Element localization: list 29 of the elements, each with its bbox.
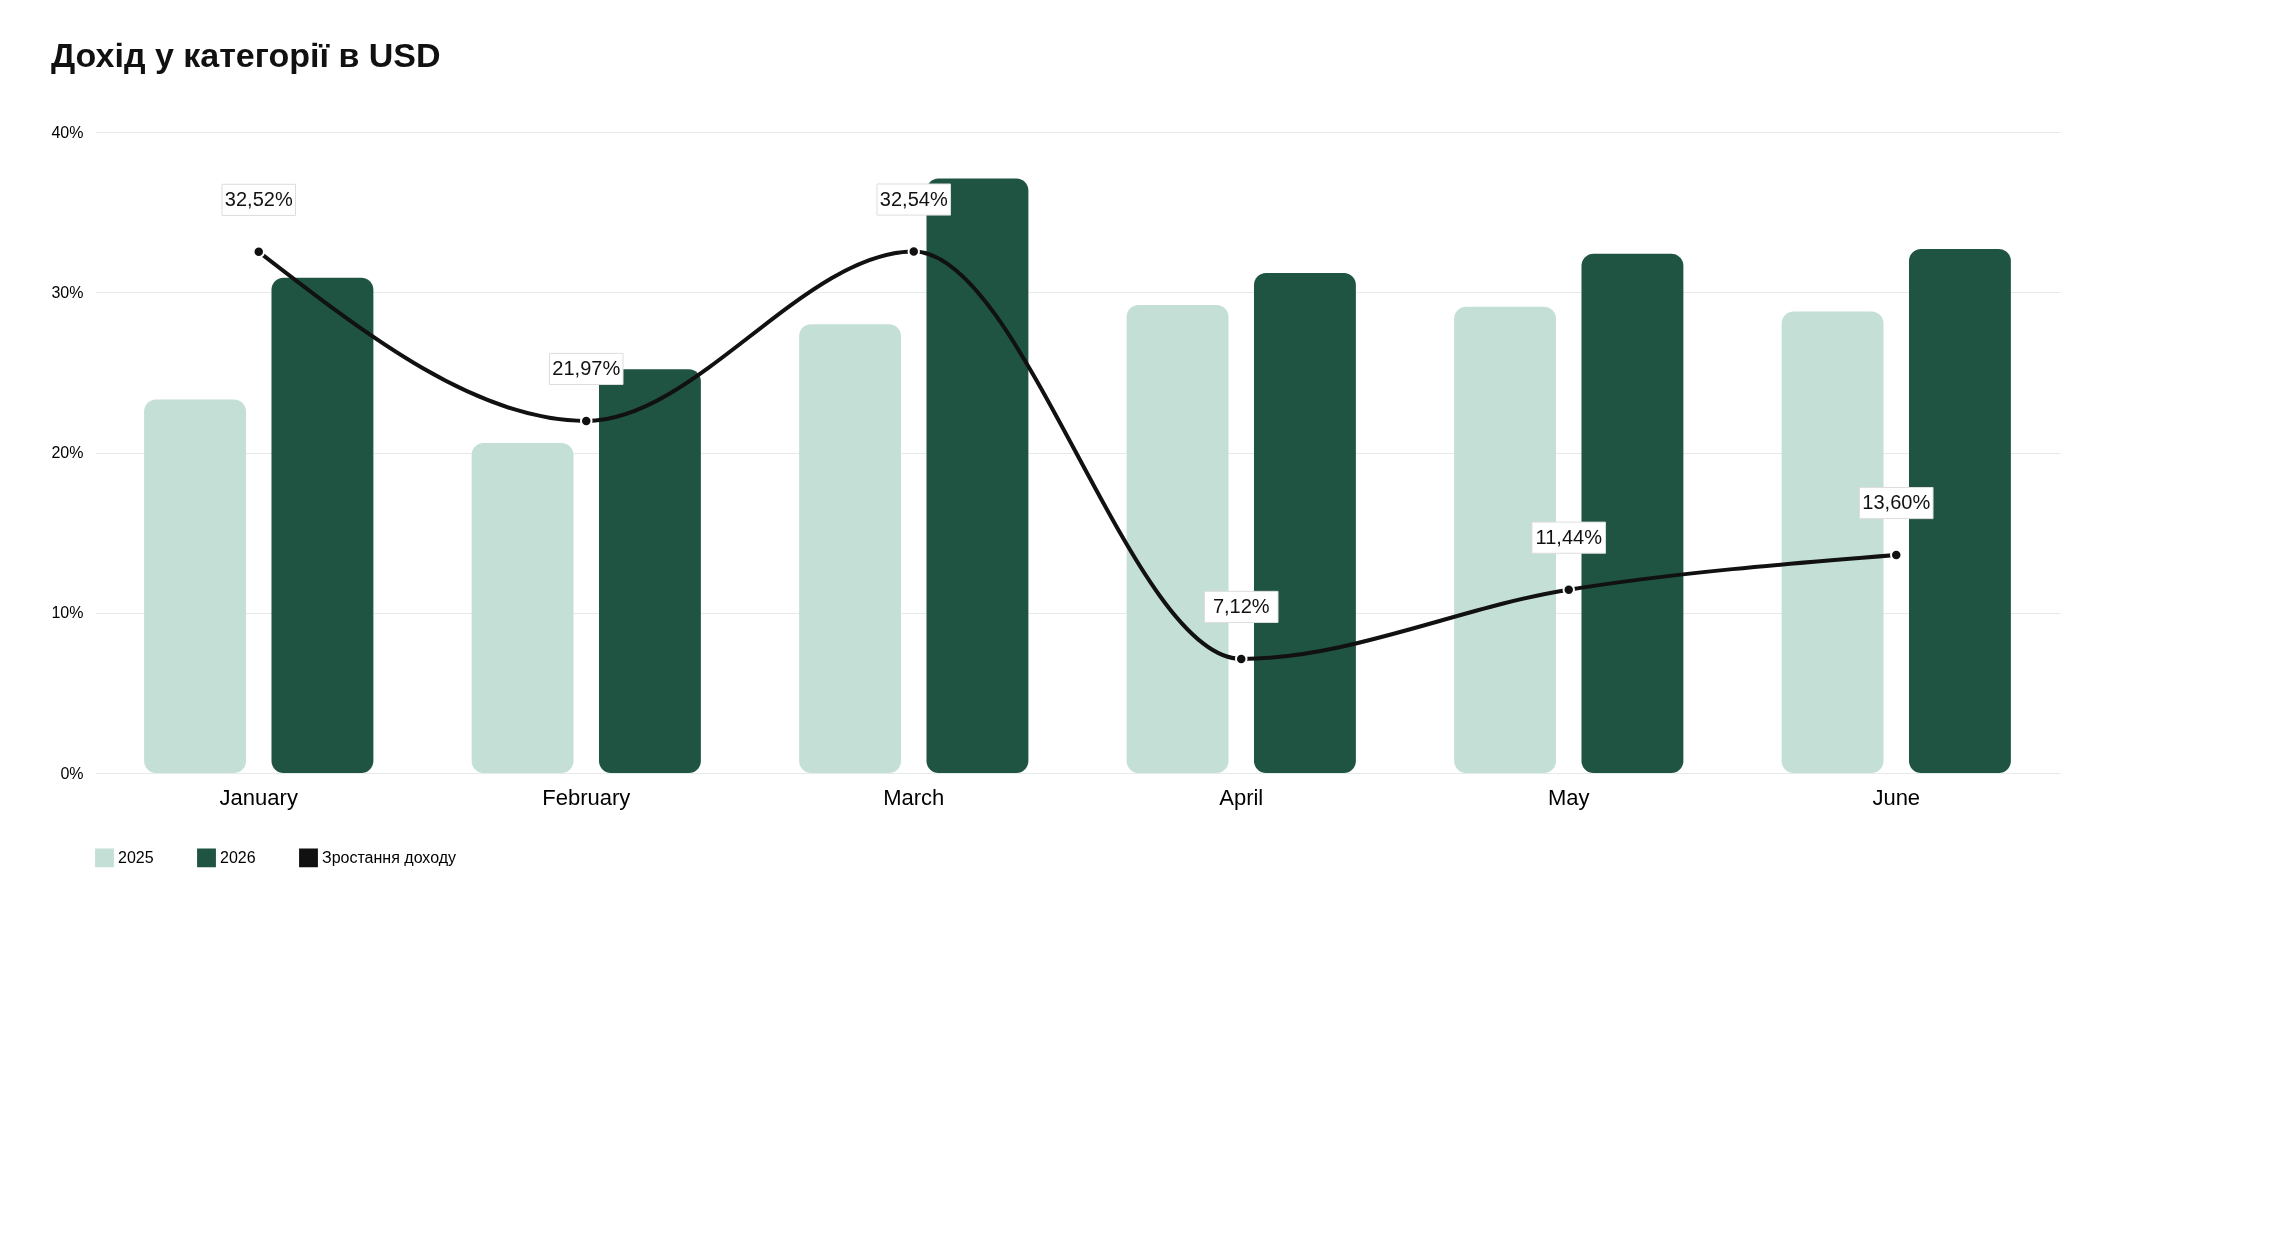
bar (799, 324, 902, 773)
point (580, 414, 593, 428)
x-tick-label: February (542, 784, 631, 810)
point (1235, 652, 1248, 666)
data-label: 13,60% (1862, 491, 1931, 514)
bar (471, 442, 574, 773)
chart-title: Дохід у категорії в USD (50, 36, 441, 74)
x-tick-label: April (1219, 784, 1264, 810)
data-label: 21,97% (552, 356, 621, 379)
x-tick-label: June (1872, 784, 1921, 810)
legend-label: 2026 (220, 848, 256, 866)
x-tick-label: May (1547, 784, 1590, 810)
data-label: 7,12% (1212, 594, 1270, 617)
y-tick-label: 10% (51, 604, 84, 622)
point (1890, 548, 1903, 562)
y-tick-label: 30% (51, 283, 84, 301)
y-tick-label: 40% (51, 123, 84, 141)
x-tick-label: March (883, 784, 945, 810)
bar (271, 277, 374, 773)
data-label: 32,54% (879, 187, 948, 210)
legend-label: Зростання доходу (322, 848, 457, 866)
bar (144, 399, 247, 773)
data-label: 32,52% (224, 187, 293, 210)
y-tick-label: 20% (51, 444, 84, 461)
x-tick-label: January (219, 784, 298, 810)
point (252, 245, 265, 259)
y-tick-label: 0% (60, 764, 84, 782)
data-label: 11,44% (1535, 525, 1603, 548)
legend-label: 2025 (118, 848, 154, 866)
